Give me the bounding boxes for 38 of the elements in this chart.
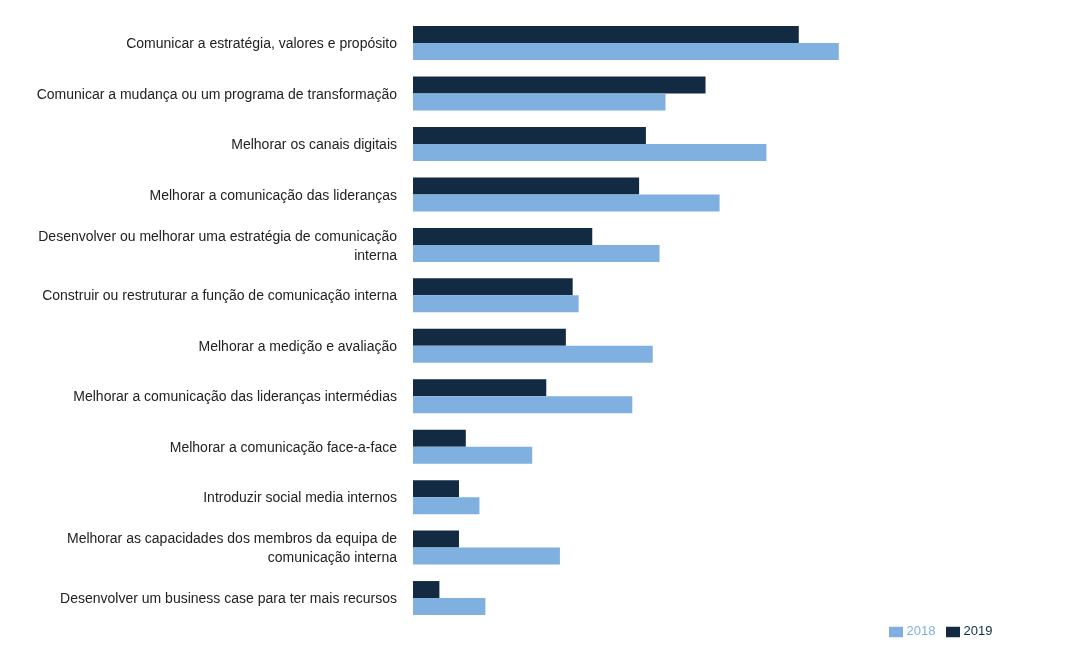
bar (413, 396, 633, 414)
bar (413, 480, 459, 498)
bar (413, 328, 566, 346)
y-tick-label: Comunicar a estratégia, valores e propósito (126, 35, 398, 52)
bar (413, 446, 533, 464)
y-tick-label: Melhorar a comunicação face-a-face (169, 438, 398, 455)
bar (413, 26, 799, 44)
bar (413, 295, 579, 313)
bar (413, 126, 646, 144)
legend-label: 2018 (906, 623, 936, 639)
bar (413, 429, 466, 447)
legend-label: 2019 (963, 623, 993, 639)
y-tick-label: Comunicar a mudança ou um programa de transformação (36, 85, 398, 102)
bar (413, 345, 653, 363)
bar (413, 497, 480, 515)
bar (413, 379, 547, 397)
bar (413, 547, 560, 565)
y-tick-label: Melhorar a medição e avaliação (198, 337, 398, 354)
y-tick-label: Melhorar as capacidades dos membros da equipa de comunicação interna (67, 530, 398, 566)
bar (413, 598, 486, 616)
bar (413, 93, 666, 111)
bar (413, 194, 720, 212)
bar (413, 177, 640, 195)
bar (413, 43, 839, 61)
y-tick-label: Melhorar a comunicação das lideranças (149, 186, 397, 203)
bar (413, 76, 706, 94)
y-tick-label: Construir ou restruturar a função de comunicação interna (42, 287, 398, 304)
bar (413, 227, 593, 245)
bar (413, 244, 660, 262)
y-tick-label: Melhorar a comunicação das lideranças intermédias (73, 388, 397, 405)
bar (413, 278, 573, 296)
y-tick-label: Melhorar os canais digitais (231, 136, 397, 153)
y-tick-label: Introduzir social media internos (203, 489, 397, 506)
y-tick-label: Desenvolver ou melhorar uma estratégia de comunicação interna (38, 227, 398, 263)
y-tick-label: Desenvolver um business case para ter mais recursos (60, 590, 397, 607)
bar (413, 530, 459, 548)
bar (413, 143, 767, 161)
bar (413, 581, 440, 599)
